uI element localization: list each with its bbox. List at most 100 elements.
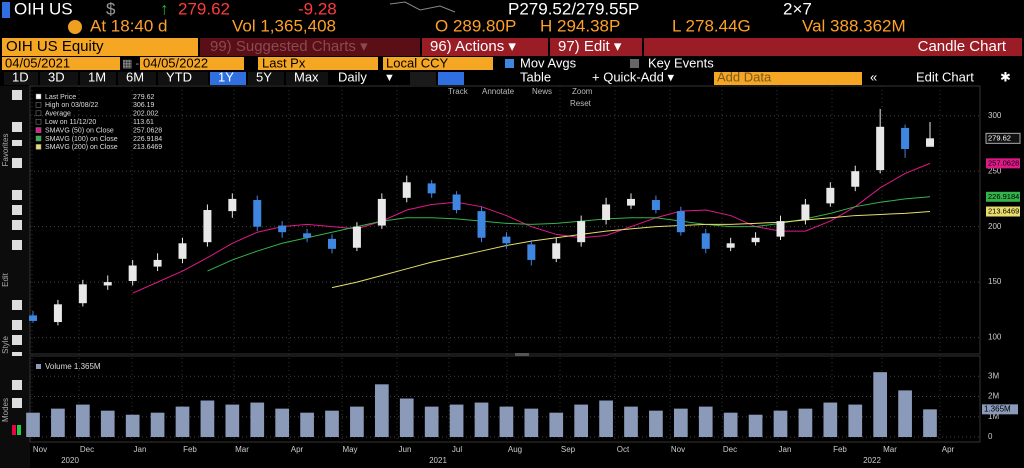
line-icon[interactable] xyxy=(410,72,436,85)
frequency-arrow[interactable]: ▼ xyxy=(384,72,395,84)
icon[interactable] xyxy=(12,380,22,390)
x-tick-label: May xyxy=(342,445,357,454)
pane-splitter[interactable] xyxy=(515,353,529,356)
period-button[interactable] xyxy=(248,72,284,85)
period-label[interactable]: 6M xyxy=(126,69,144,84)
candle-icon[interactable] xyxy=(438,72,464,85)
icon[interactable] xyxy=(12,425,16,435)
legend-value: 113.61 xyxy=(133,119,154,126)
legend-label: Last Price xyxy=(45,94,76,101)
icon[interactable] xyxy=(17,425,21,435)
icon[interactable] xyxy=(12,220,22,230)
candle-body xyxy=(328,238,336,249)
side-label: Modes xyxy=(1,398,10,422)
volume-bar xyxy=(150,412,165,437)
suggested-charts[interactable]: 99) Suggested Charts ▾ xyxy=(210,38,368,55)
field-box[interactable] xyxy=(258,57,378,70)
legend-label: SMAVG (100) on Close xyxy=(45,136,118,143)
icon[interactable] xyxy=(12,300,22,310)
period-button[interactable] xyxy=(210,72,246,85)
volume-bar xyxy=(499,406,514,437)
currency-setting[interactable]: Local CCY xyxy=(386,55,448,70)
period-label[interactable]: YTD xyxy=(166,69,192,84)
period-button[interactable] xyxy=(158,72,208,85)
security[interactable]: OIH US Equity xyxy=(6,38,104,55)
icon[interactable] xyxy=(12,320,22,330)
end-date-box[interactable] xyxy=(140,57,244,70)
table[interactable]: Table xyxy=(520,69,551,84)
period-label[interactable]: 1D xyxy=(12,69,29,84)
volume-bar xyxy=(898,390,912,437)
y2-tick-label: 2M xyxy=(988,392,999,401)
chart-tool[interactable]: Reset xyxy=(570,99,592,108)
candle-body xyxy=(477,211,486,238)
chart-tool[interactable]: News xyxy=(532,87,552,96)
mov-avgs-checkbox[interactable] xyxy=(505,59,514,68)
value-tag: 257.0628 xyxy=(988,158,1019,167)
key-events-checkbox[interactable] xyxy=(630,59,639,68)
edit-button[interactable] xyxy=(550,38,642,56)
y2-tick-label: 0 xyxy=(988,432,993,441)
period-label[interactable]: 3D xyxy=(48,69,65,84)
period-label[interactable]: 5Y xyxy=(256,69,272,84)
icon[interactable] xyxy=(12,398,22,408)
collapse[interactable]: « xyxy=(870,69,877,84)
period-label[interactable]: 1M xyxy=(88,69,106,84)
actions[interactable]: 96) Actions ▾ xyxy=(430,38,516,55)
chart-tool[interactable]: Annotate xyxy=(482,87,515,96)
mov-avgs[interactable]: Mov Avgs xyxy=(520,55,577,70)
key-events[interactable]: Key Events xyxy=(648,55,714,70)
suggested-button[interactable] xyxy=(200,38,420,56)
icon[interactable] xyxy=(12,240,22,250)
icon[interactable] xyxy=(12,352,22,356)
legend-value: 279.62 xyxy=(133,94,155,101)
start-date-box[interactable] xyxy=(2,57,120,70)
legend-label: Low on 11/12/20 xyxy=(45,119,96,126)
start-date[interactable]: 04/05/2021 xyxy=(5,55,70,70)
actions-button[interactable] xyxy=(422,38,548,56)
side-label: Edit xyxy=(1,272,10,287)
period-button[interactable] xyxy=(118,72,156,85)
volume-bar xyxy=(798,408,813,437)
edit[interactable]: 97) Edit ▾ xyxy=(558,38,622,55)
frequency[interactable]: Daily xyxy=(338,69,367,84)
period-label[interactable]: 1Y xyxy=(218,69,234,84)
add-data-box[interactable] xyxy=(714,72,862,85)
icon[interactable] xyxy=(12,122,22,132)
icon[interactable] xyxy=(12,90,22,100)
x-tick-label: Jan xyxy=(134,445,147,454)
icon[interactable] xyxy=(12,140,22,146)
field[interactable]: Last Px xyxy=(262,55,306,70)
period-button[interactable] xyxy=(4,72,38,85)
period-button[interactable] xyxy=(80,72,116,85)
period-button[interactable] xyxy=(40,72,78,85)
icon[interactable] xyxy=(12,158,22,168)
y-tick-label: 100 xyxy=(988,333,1002,342)
year-label: 2020 xyxy=(61,456,79,465)
volume-bar xyxy=(599,400,613,437)
security-box[interactable] xyxy=(2,38,198,56)
bid-ask-size: 2×7 xyxy=(783,0,812,18)
currency-box[interactable] xyxy=(383,57,493,70)
icon[interactable] xyxy=(12,335,22,345)
calendar-icon[interactable]: ▦ - xyxy=(122,58,139,70)
quick-add[interactable]: + Quick-Add ▾ xyxy=(592,69,675,84)
add-data[interactable]: Add Data xyxy=(717,69,772,84)
value-tag: 279.62 xyxy=(988,133,1011,142)
high: H 294.38P xyxy=(540,16,620,35)
period-button[interactable] xyxy=(286,72,328,85)
volume-bar xyxy=(773,410,788,437)
chart-tool[interactable]: Zoom xyxy=(572,87,593,96)
period-label[interactable]: Max xyxy=(294,69,319,84)
settings[interactable]: ✱ xyxy=(1000,69,1011,84)
moving-average xyxy=(132,162,931,294)
candle-body xyxy=(527,244,536,260)
icon[interactable] xyxy=(12,190,22,200)
x-tick-label: Jun xyxy=(399,445,412,454)
icon[interactable] xyxy=(12,205,22,215)
alert-icon[interactable] xyxy=(68,20,82,34)
chart-tool[interactable]: Track xyxy=(448,87,469,96)
edit-chart[interactable]: Edit Chart xyxy=(916,69,974,84)
end-date[interactable]: 04/05/2022 xyxy=(143,55,208,70)
